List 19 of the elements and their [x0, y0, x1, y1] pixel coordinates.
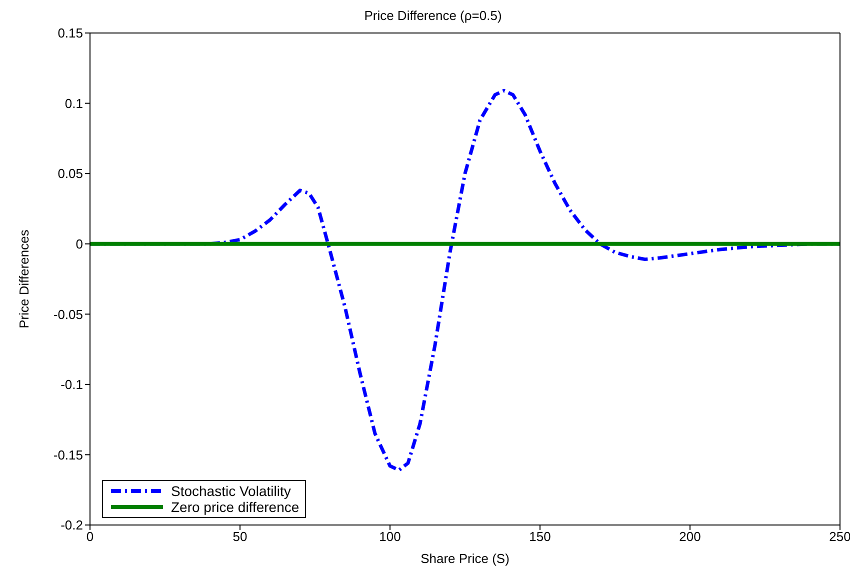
legend-label: Zero price difference [171, 499, 300, 515]
y-tick-label: 0.05 [58, 166, 83, 182]
y-tick-label: 0.1 [64, 96, 83, 111]
y-tick-label: -0.15 [53, 447, 83, 462]
x-tick-label: 0 [86, 529, 94, 544]
x-tick-label: 150 [529, 529, 551, 544]
legend-label: Stochastic Volatility [171, 483, 291, 499]
y-tick-label: -0.1 [60, 377, 83, 392]
x-tick-label: 50 [232, 529, 248, 544]
y-tick-label: 0.15 [58, 26, 83, 41]
y-tick-label: -0.2 [60, 518, 83, 533]
x-tick-label: 100 [379, 529, 401, 544]
x-tick-label: 200 [679, 529, 701, 544]
x-axis-title: Share Price (S) [420, 551, 510, 566]
y-tick-label: 0 [76, 236, 83, 252]
y-axis-title: Price Differences [16, 229, 32, 328]
x-tick-label: 250 [829, 529, 850, 544]
y-tick-label: -0.05 [53, 306, 83, 322]
chart-title: Price Difference (ρ=0.5) [363, 8, 503, 23]
